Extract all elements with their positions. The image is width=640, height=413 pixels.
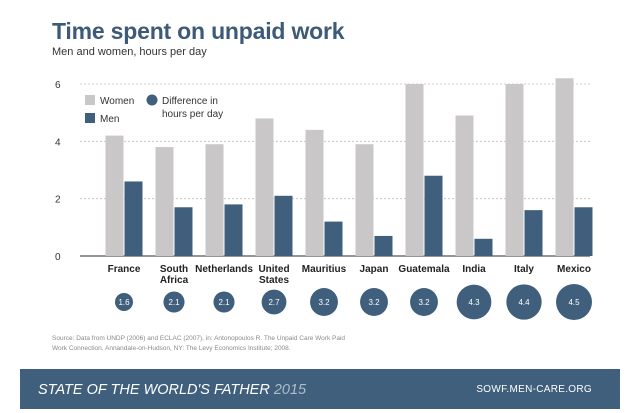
y-tick-label: 0 — [55, 252, 61, 263]
difference-label: 2.7 — [268, 298, 280, 307]
legend: Women Men Difference in hours per day — [85, 94, 223, 125]
bar-men — [124, 181, 143, 256]
difference-label: 2.1 — [218, 298, 230, 307]
source-line-2: Work Connection. Annandale-on-Hudson, NY… — [52, 345, 291, 352]
difference-label: 4.4 — [518, 298, 530, 307]
legend-women-swatch — [85, 95, 95, 105]
bars — [105, 78, 593, 257]
x-tick-label: Japan — [360, 264, 389, 275]
difference-label: 4.5 — [568, 298, 580, 307]
difference-circle — [506, 284, 542, 320]
difference-circle — [213, 291, 235, 313]
x-tick-label: India — [462, 264, 486, 275]
chart-title: Time spent on unpaid work — [52, 18, 345, 44]
bar-women — [205, 144, 224, 256]
x-tick-label: Italy — [514, 264, 534, 275]
difference-label: 3.2 — [368, 298, 380, 307]
bar-women — [155, 147, 174, 256]
x-tick-label: France — [108, 264, 141, 275]
difference-circle — [310, 288, 338, 316]
bar-men — [424, 175, 443, 256]
legend-women-label: Women — [100, 96, 134, 107]
footer-title-text: STATE OF THE WORLD'S FATHER — [38, 382, 270, 398]
difference-circle — [163, 291, 185, 313]
difference-circle — [410, 288, 438, 316]
footer-url: SOWF.MEN-CARE.ORG — [476, 384, 592, 395]
bar-men — [174, 207, 193, 256]
chart-subtitle: Men and women, hours per day — [52, 46, 207, 58]
legend-men-swatch — [85, 113, 95, 123]
difference-circle — [556, 284, 592, 320]
x-tick-label: Guatemala — [398, 264, 450, 275]
bar-men — [524, 210, 543, 256]
difference-markers: 1.6 2.1 2.1 2.7 3.2 3.2 3.2 4.3 4.4 4.5 — [115, 284, 592, 320]
bar-women — [255, 118, 274, 257]
x-tick-label: Mauritius — [302, 264, 347, 275]
x-tick-label: Mexico — [557, 264, 591, 275]
difference-label: 1.6 — [118, 298, 130, 307]
footer-title: STATE OF THE WORLD'S FATHER 2015 — [38, 382, 306, 398]
legend-men-label: Men — [100, 114, 119, 125]
legend-difference-label-line1: Difference in — [162, 96, 218, 107]
bar-women — [405, 84, 424, 256]
x-tick-label: States — [259, 275, 289, 286]
difference-circle — [115, 293, 133, 311]
bar-women — [555, 78, 574, 257]
y-tick-label: 4 — [55, 137, 61, 148]
bar-men — [574, 207, 593, 256]
legend-difference-label-line2: hours per day — [162, 109, 223, 120]
bar-women — [455, 115, 474, 257]
bar-men — [324, 221, 343, 256]
bar-women — [355, 144, 374, 256]
source-note: Source: Data from UNDP (2006) and ECLAC … — [52, 334, 452, 354]
difference-label: 2.1 — [168, 298, 180, 307]
difference-label: 4.3 — [468, 298, 480, 307]
footer-banner: STATE OF THE WORLD'S FATHER 2015 SOWF.ME… — [20, 369, 620, 409]
bar-women — [105, 135, 124, 256]
difference-circle — [261, 289, 287, 315]
difference-circle — [456, 284, 492, 320]
x-tick-label: United — [258, 264, 289, 275]
x-tick-label: Africa — [160, 275, 189, 286]
x-tick-label: South — [160, 264, 188, 275]
difference-label: 3.2 — [418, 298, 430, 307]
difference-label: 3.2 — [318, 298, 330, 307]
source-line-1: Source: Data from UNDP (2006) and ECLAC … — [52, 335, 346, 342]
bar-women — [305, 129, 324, 256]
footer-year: 2015 — [273, 382, 307, 398]
bar-men — [224, 204, 243, 256]
bar-men — [474, 238, 493, 256]
difference-circle — [360, 288, 388, 316]
legend-difference-marker — [146, 94, 158, 106]
bar-men — [374, 235, 393, 256]
y-tick-label: 6 — [55, 80, 61, 91]
y-tick-label: 2 — [55, 195, 61, 206]
bar-women — [505, 84, 524, 256]
bar-men — [274, 195, 293, 256]
x-tick-label: Netherlands — [195, 264, 253, 275]
